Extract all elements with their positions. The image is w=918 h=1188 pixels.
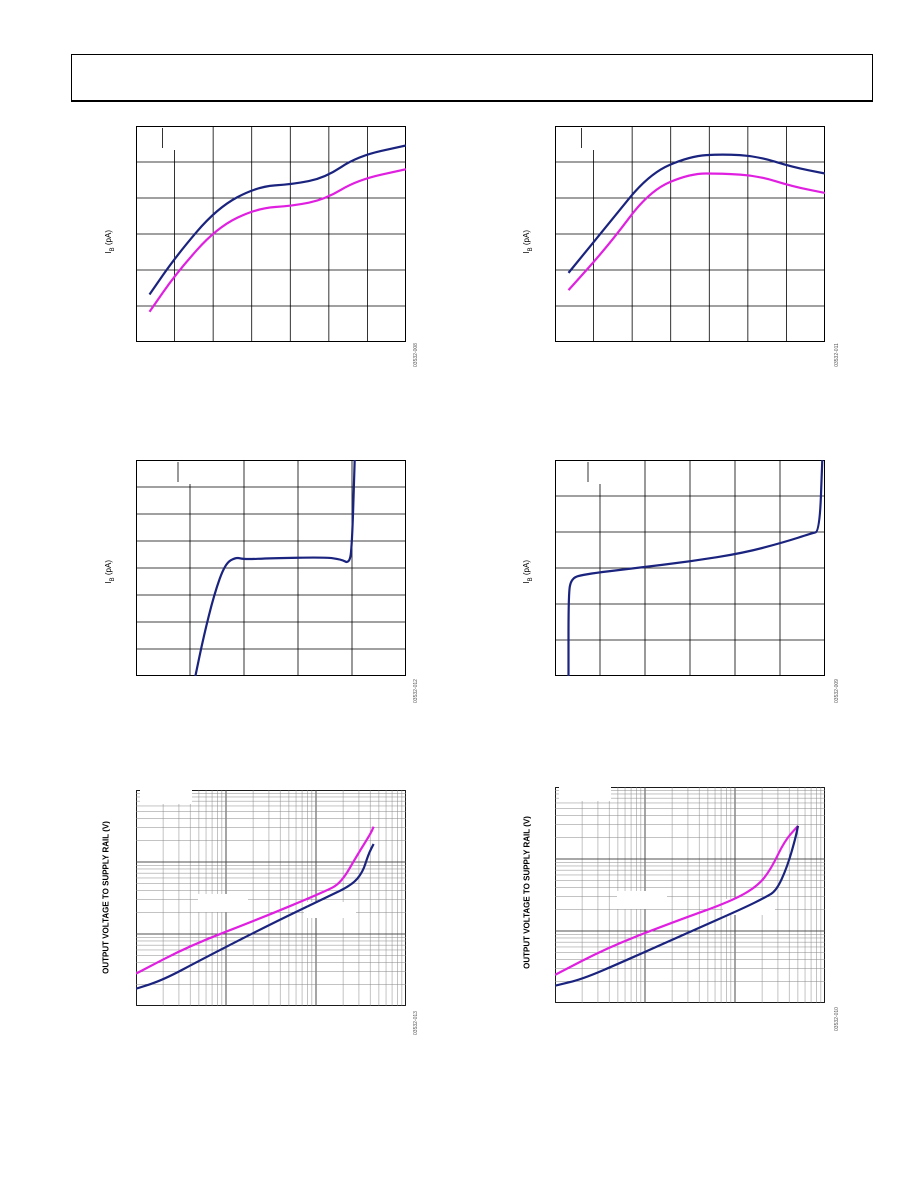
chart-plot [136,790,406,1006]
legend-blank [137,461,187,483]
annotation-blank [198,894,248,912]
y-axis-label: IB (pA) [522,230,534,254]
chart-plot [555,126,825,342]
legend-blank [140,790,192,804]
series-line-1 [136,843,375,990]
series-line-0 [555,825,799,976]
legend-blank [137,127,172,149]
legend-blank [556,461,597,483]
chart-plot [555,787,825,1003]
legend-blank [559,787,611,801]
figure-code: 03532-011 [834,343,840,367]
y-axis-label: IB (pA) [522,560,534,584]
series-line-1 [567,172,825,291]
series-line-0 [194,460,356,676]
series-line-1 [148,168,406,313]
figure-code: 03532-013 [413,1011,419,1035]
annotation-blank [617,891,667,909]
y-axis-label: OUTPUT VOLTAGE TO SUPPLY RAIL (V) [101,821,111,974]
figure-code: 03532-010 [834,1007,840,1031]
series-line-0 [148,144,406,296]
annotation-blank [304,902,356,918]
series-line-0 [567,460,824,676]
y-axis-label: OUTPUT VOLTAGE TO SUPPLY RAIL (V) [522,816,532,969]
chart-plot [555,460,825,676]
figure-code: 03532-009 [834,679,840,703]
y-axis-label: IB (pA) [104,230,116,254]
chart-plot [136,126,406,342]
plot-frame [136,790,406,1006]
y-axis-label: IB (pA) [104,560,116,584]
figure-code: 03532-012 [413,679,419,703]
chart-plot [136,460,406,676]
series-line-0 [136,826,375,975]
page-header-box [71,54,873,102]
series-line-1 [555,825,800,987]
plot-frame [555,787,825,1003]
legend-blank [556,127,591,149]
figure-code: 03532-008 [413,343,419,367]
series-line-0 [567,153,825,274]
